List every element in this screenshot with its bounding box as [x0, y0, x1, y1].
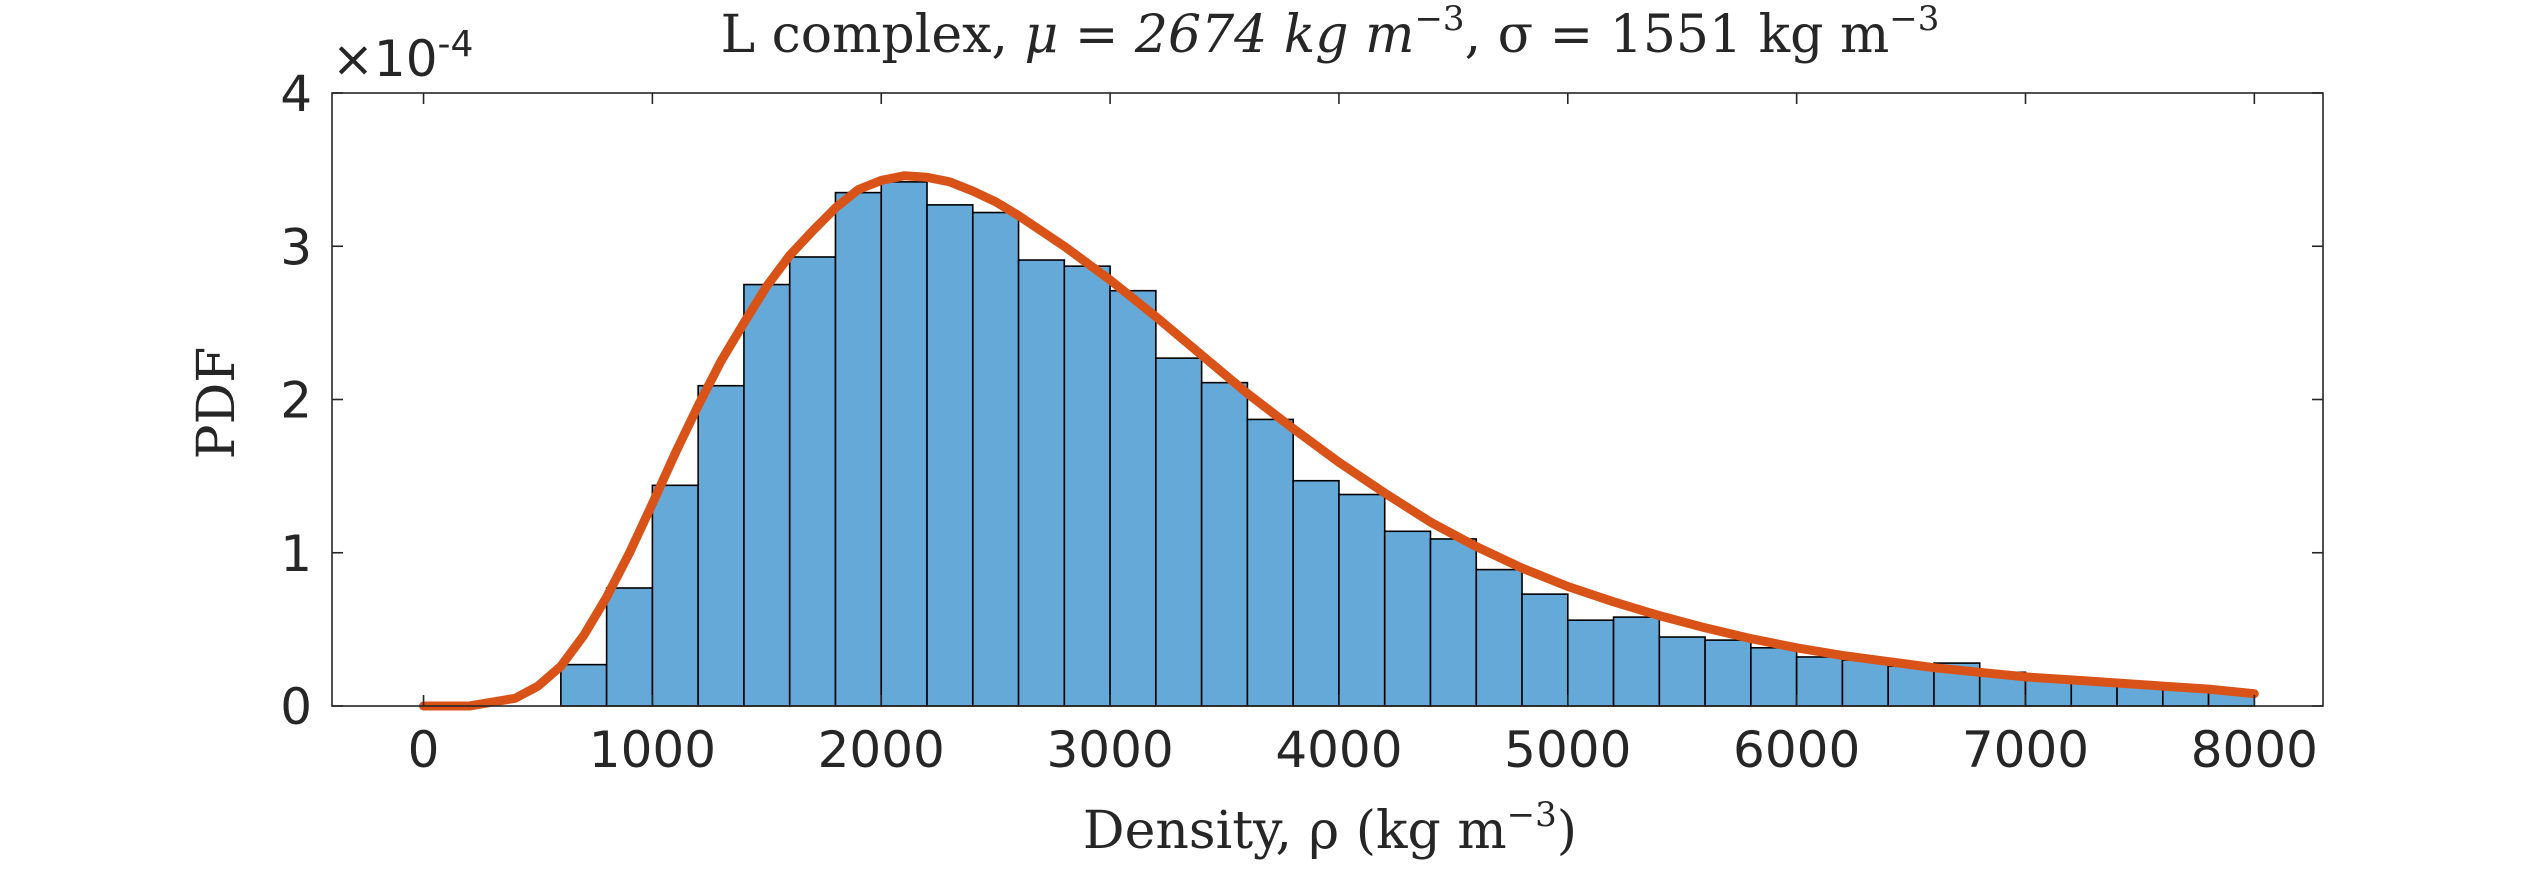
x-tick-label: 5000: [1504, 721, 1631, 779]
y-scale-exponent: -4: [438, 24, 474, 65]
y-tick-label: 1: [280, 525, 312, 583]
y-tick-label: 0: [280, 678, 312, 736]
histogram-bar: [834, 191, 883, 707]
y-tick-label: 3: [280, 218, 312, 276]
histogram-bar: [1338, 493, 1386, 707]
histogram-bar: [1063, 265, 1111, 707]
title-prefix: L complex,: [721, 5, 1025, 65]
chart-title: L complex, μ = 2674 kg m−3, σ = 1551 kg …: [721, 0, 1940, 65]
histogram-bar: [651, 484, 699, 707]
histogram-bar: [1841, 659, 1889, 707]
axis-ticks: 0 1000 2000 3000 4000 5000 6000 7000 8000 0 1 2 3 4: [280, 65, 2323, 779]
histogram-bar: [1521, 593, 1569, 707]
title-mu-exponent: −3: [1414, 0, 1464, 39]
title-sigma-exponent: −3: [1889, 0, 1939, 39]
histogram-bar: [788, 256, 837, 707]
histogram-bar: [1200, 381, 1249, 707]
y-scale-prefix: ×10: [332, 30, 438, 88]
histogram-bar: [605, 587, 654, 707]
histogram-bar: [1017, 259, 1066, 707]
y-tick-label: 2: [280, 372, 312, 430]
y-scale-factor: ×10-4: [332, 24, 473, 88]
y-tick-label: 4: [280, 65, 312, 123]
histogram-bar: [1155, 357, 1203, 707]
histogram-bar: [1750, 646, 1798, 707]
y-axis-label: PDF: [187, 347, 247, 460]
histogram-bar: [1566, 619, 1615, 707]
x-tick-label: 7000: [1962, 721, 2089, 779]
x-tick-label: 1000: [589, 721, 716, 779]
plot-area-frame: [331, 92, 2324, 707]
histogram-bar: [1246, 418, 1294, 707]
fit-curve: [419, 171, 2259, 711]
histogram-bar: [880, 181, 928, 707]
x-tick-label: 8000: [2191, 721, 2318, 779]
histogram-bar: [1887, 665, 1935, 707]
histogram-bar: [697, 384, 745, 707]
histogram-bar: [1292, 479, 1340, 707]
histogram-bar: [1429, 538, 1478, 707]
histogram-bars: [560, 181, 2256, 707]
x-tick-label: 2000: [818, 721, 945, 779]
histogram-bar: [1704, 639, 1752, 707]
histogram-bar: [1795, 656, 1844, 707]
histogram-bar: [560, 663, 608, 707]
x-label-close: ): [1557, 801, 1577, 861]
x-tick-label: 6000: [1733, 721, 1860, 779]
histogram-bar: [971, 211, 1020, 707]
x-label-exponent: −3: [1507, 795, 1557, 835]
x-tick-label: 4000: [1275, 721, 1402, 779]
histogram-bar: [1612, 616, 1661, 707]
x-tick-label: 0: [408, 721, 440, 779]
histogram-bar: [926, 204, 974, 707]
histogram-bar: [1658, 636, 1706, 707]
title-sigma: , σ = 1551 kg m: [1465, 5, 1890, 65]
histogram-bar: [1383, 530, 1432, 707]
title-mu: μ = 2674 kg m: [1025, 5, 1415, 65]
x-label-main: Density, ρ (kg m: [1083, 801, 1507, 861]
histogram-bar: [1109, 289, 1157, 707]
x-axis-label: Density, ρ (kg m−3): [1083, 795, 1577, 861]
histogram-bar: [1475, 568, 1523, 707]
x-tick-label: 3000: [1046, 721, 1173, 779]
histogram-bar: [743, 283, 791, 707]
